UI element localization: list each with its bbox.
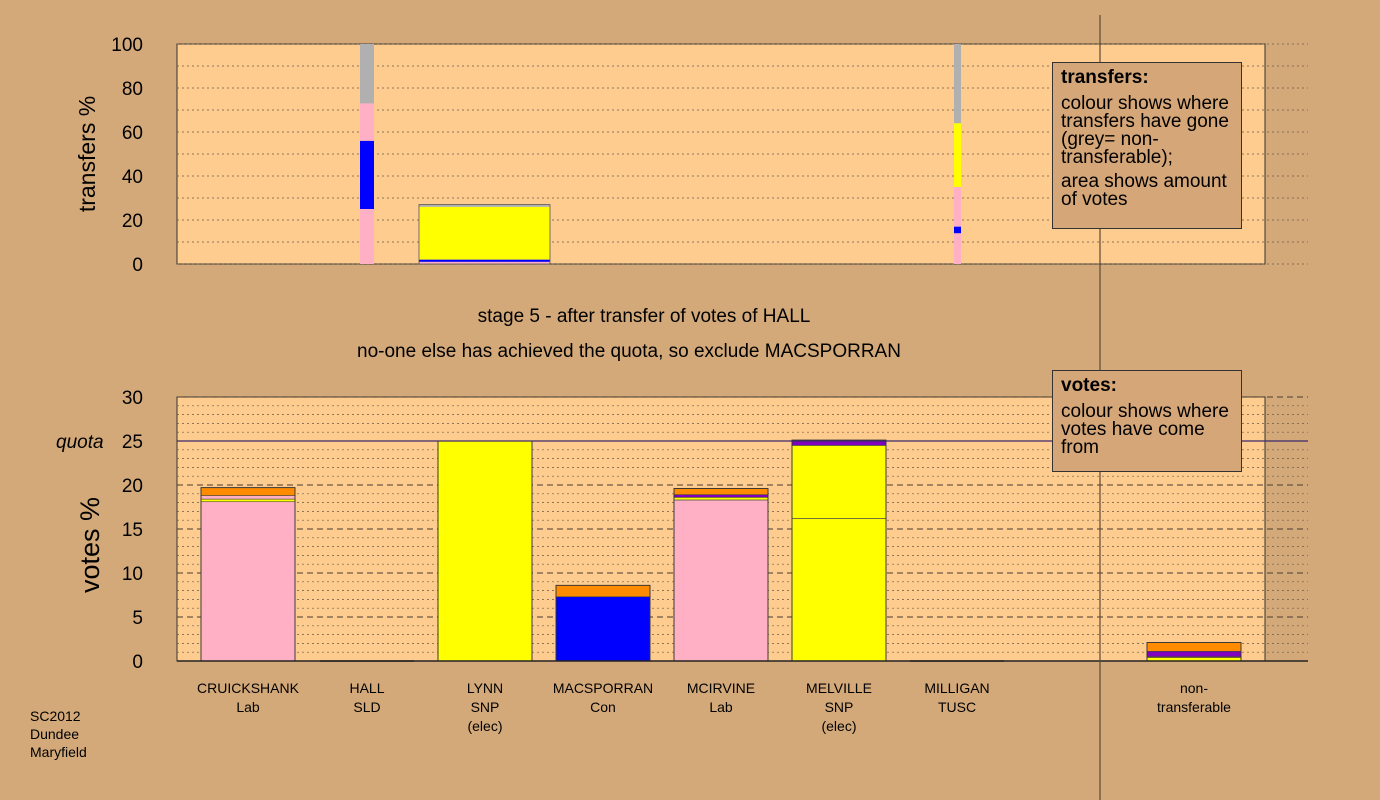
vote-bar-segment xyxy=(437,440,533,662)
candidate-note: (elec) xyxy=(467,718,503,734)
candidate-name: MCIRVINE xyxy=(686,680,756,696)
transfer-bar-segment xyxy=(360,140,374,209)
votes-legend-line1: colour shows where votes have come from xyxy=(1061,401,1229,458)
stage-line-1: stage 5 - after transfer of votes of HAL… xyxy=(477,306,811,327)
candidate-name: CRUICKSHANK xyxy=(197,680,299,696)
transfers-tick-label: 0 xyxy=(132,255,143,276)
quota-label: quota xyxy=(56,432,104,453)
votes-tick-label: 30 xyxy=(122,388,143,409)
votes-tick-label: 10 xyxy=(122,564,143,585)
votes-tick-label: 0 xyxy=(132,652,143,673)
candidate-name: MILLIGAN xyxy=(924,680,990,696)
candidate-party: SNP xyxy=(824,699,854,715)
votes-tick-label: 25 xyxy=(122,432,143,453)
transfer-bar-segment xyxy=(954,123,961,187)
candidate-party: Con xyxy=(590,699,616,715)
candidate-label: HALL SLD xyxy=(302,679,432,717)
candidate-label: CRUICKSHANK Lab xyxy=(183,679,313,717)
transfer-bar-segment xyxy=(419,261,550,264)
vote-bar-segment xyxy=(200,501,296,662)
votes-y-axis-label: votes % xyxy=(75,497,105,593)
votes-chart: 0 5 10 15 20 25 30 votes % quota xyxy=(56,388,1308,673)
vote-bar-segment xyxy=(555,596,651,662)
candidate-party: TUSC xyxy=(937,699,977,715)
votes-legend: votes: colour shows where votes have com… xyxy=(1052,370,1242,472)
vote-bar-segment xyxy=(1146,651,1242,657)
transfers-tick-label: 40 xyxy=(122,167,143,188)
vote-bar-segment xyxy=(673,499,769,662)
vote-bar-segment xyxy=(555,585,651,598)
candidate-label: LYNN SNP (elec) xyxy=(420,679,550,736)
transfers-legend-title: transfers: xyxy=(1061,67,1149,88)
candidate-party: Lab xyxy=(236,699,260,715)
votes-tick-label: 20 xyxy=(122,476,143,497)
footer-election: SC2012 xyxy=(30,708,81,724)
candidate-name: LYNN xyxy=(466,680,504,696)
transfer-bar-segment xyxy=(954,44,961,124)
vote-bar-segment xyxy=(200,487,296,496)
footer-council: Dundee xyxy=(30,726,80,742)
transfer-bar-segment xyxy=(419,206,550,260)
transfer-bar-segment xyxy=(954,187,961,227)
candidate-note: (elec) xyxy=(821,718,857,734)
transfer-bar-segment xyxy=(954,226,961,234)
transfer-bar-segment xyxy=(954,233,961,264)
vote-bar-segment xyxy=(673,488,769,495)
transfers-tick-label: 100 xyxy=(111,35,143,56)
vote-bar-segment xyxy=(200,495,296,500)
candidate-name: MELVILLE xyxy=(806,680,872,696)
votes-legend-title: votes: xyxy=(1061,375,1117,396)
footer: SC2012 Dundee Maryfield xyxy=(30,707,87,761)
vote-bar-segment xyxy=(791,445,887,519)
candidate-label: MILLIGAN TUSC xyxy=(892,679,1022,717)
candidate-label: MACSPORRAN Con xyxy=(538,679,668,717)
candidate-party: SLD xyxy=(353,699,381,715)
transfer-bar-segment xyxy=(360,103,374,141)
transfer-bar-outline xyxy=(418,204,551,265)
transfers-y-axis-label: transfers % xyxy=(74,96,100,212)
candidate-party: transferable xyxy=(1157,699,1231,715)
transfer-bar-segment xyxy=(419,259,550,262)
candidate-party: Lab xyxy=(709,699,733,715)
vote-bar-segment xyxy=(673,497,769,501)
vote-bar-segment xyxy=(791,518,887,662)
transfer-bar-segment xyxy=(360,209,374,264)
transfers-tick-label: 80 xyxy=(122,79,143,100)
transfers-tick-label: 20 xyxy=(122,211,143,232)
vote-bar-segment xyxy=(1146,642,1242,652)
votes-tick-label: 15 xyxy=(122,520,143,541)
candidate-name: non- xyxy=(1179,680,1209,696)
transfers-tick-label: 60 xyxy=(122,123,143,144)
transfer-bar-segment xyxy=(419,204,550,207)
candidate-party: SNP xyxy=(470,699,500,715)
candidate-label: MELVILLE SNP (elec) xyxy=(774,679,904,736)
votes-tick-label: 5 xyxy=(132,608,143,629)
candidate-name: MACSPORRAN xyxy=(552,680,654,696)
candidate-name: HALL xyxy=(349,680,385,696)
transfers-legend-line2: area shows amount of votes xyxy=(1061,171,1227,210)
candidate-label: MCIRVINE Lab xyxy=(656,679,786,717)
transfer-bar-segment xyxy=(360,44,374,104)
vote-bar-segment xyxy=(200,498,296,503)
transfers-legend: transfers: colour shows where transfers … xyxy=(1052,62,1242,229)
transfers-legend-line1: colour shows where transfers have gone (… xyxy=(1061,93,1229,168)
stage-line-2: no-one else has achieved the quota, so e… xyxy=(357,341,901,362)
vote-bar-segment xyxy=(673,494,769,498)
candidate-label: non-transferable xyxy=(1129,679,1259,717)
footer-ward: Maryfield xyxy=(30,744,87,760)
